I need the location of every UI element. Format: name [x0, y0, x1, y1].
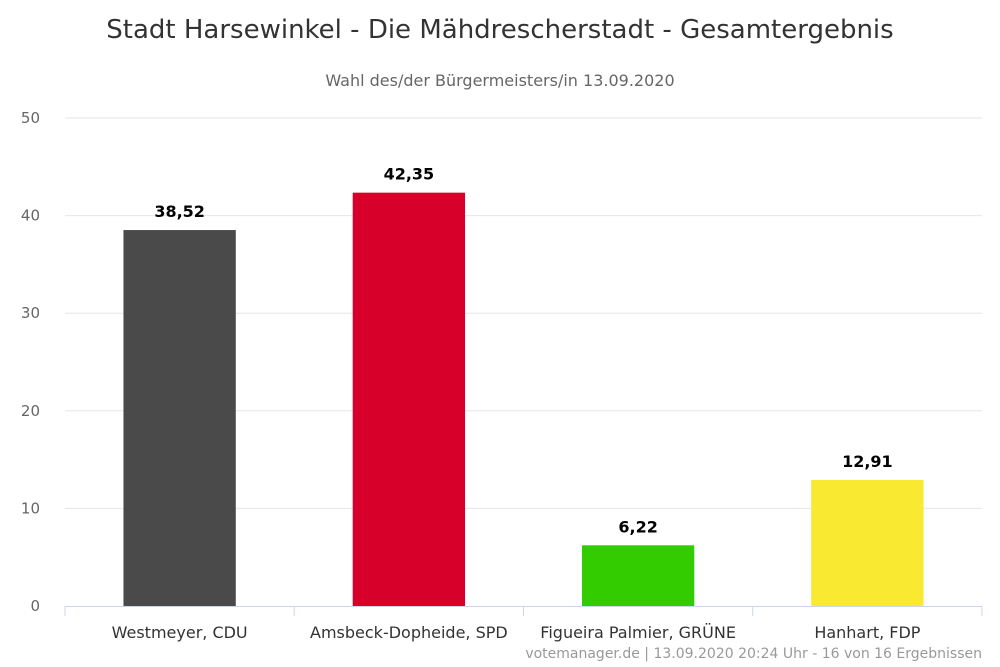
data-label: 38,52 — [154, 202, 205, 221]
credits-text[interactable]: votemanager.de | 13.09.2020 20:24 Uhr - … — [525, 646, 982, 662]
y-tick-label: 30 — [21, 304, 40, 322]
y-tick-label: 10 — [21, 499, 40, 517]
data-label: 12,91 — [842, 452, 893, 471]
x-tick-label: Hanhart, FDP — [814, 623, 920, 642]
y-tick-label: 50 — [21, 109, 40, 127]
y-tick-label: 40 — [21, 207, 40, 225]
bars — [123, 192, 924, 606]
x-axis — [64, 606, 983, 616]
chart-title: Stadt Harsewinkel - Die Mähdrescherstadt… — [106, 15, 893, 45]
y-tick-label: 20 — [21, 402, 40, 420]
data-label: 6,22 — [618, 517, 657, 536]
bar[interactable] — [581, 545, 695, 606]
chart-subtitle: Wahl des/der Bürgermeisters/in 13.09.202… — [325, 71, 674, 90]
x-tick-label: Amsbeck-Dopheide, SPD — [310, 623, 508, 642]
bar[interactable] — [123, 230, 236, 606]
x-tick-label: Figueira Palmier, GRÜNE — [540, 623, 736, 642]
y-axis-ticks: 0 10 20 30 40 50 — [21, 109, 40, 615]
x-axis-ticks: Westmeyer, CDU Amsbeck-Dopheide, SPD Figue… — [112, 623, 921, 642]
bar[interactable] — [811, 479, 924, 606]
y-tick-label: 0 — [30, 597, 40, 615]
data-label: 42,35 — [384, 165, 435, 184]
bar[interactable] — [352, 192, 466, 606]
data-labels: 38,52 42,35 6,22 12,91 — [154, 165, 892, 537]
x-tick-label: Westmeyer, CDU — [112, 623, 248, 642]
